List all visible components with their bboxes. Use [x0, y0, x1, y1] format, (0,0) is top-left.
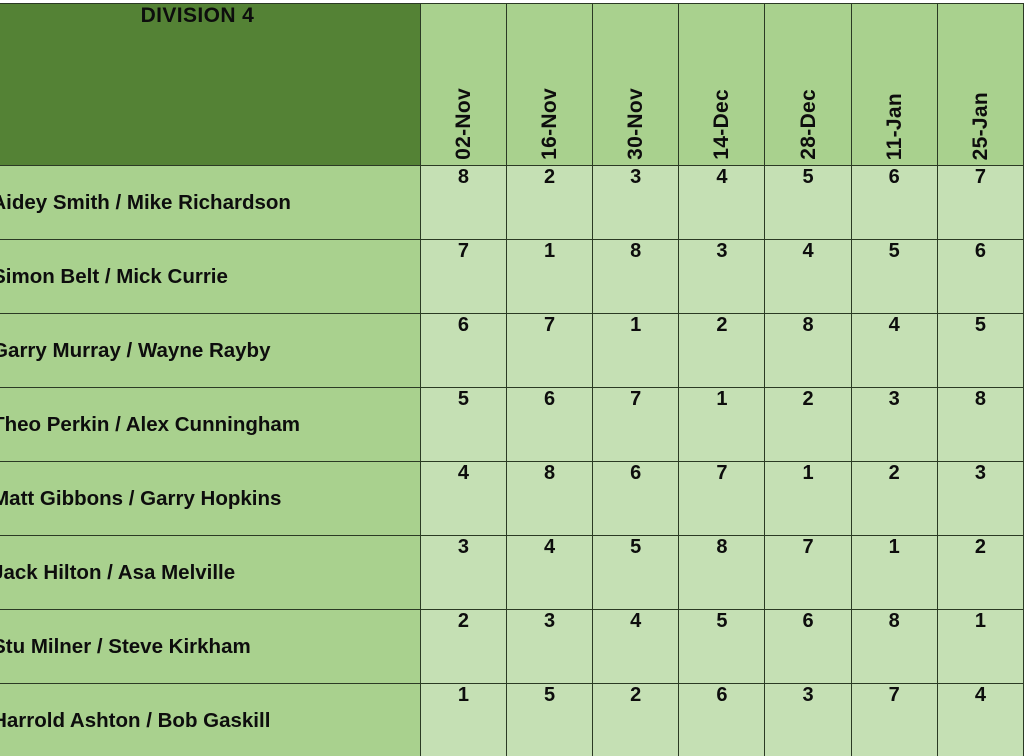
score-cell[interactable]: 8	[505, 461, 594, 536]
score-cell[interactable]: 7	[936, 165, 1024, 240]
round-header-label: 16-Nov	[538, 88, 562, 160]
score-cell[interactable]: 3	[505, 609, 594, 684]
score-cell[interactable]: 6	[764, 609, 852, 684]
score-cell[interactable]: 5	[850, 239, 938, 314]
team-name[interactable]: 1 Aidey Smith / Mike Richardson	[0, 165, 421, 240]
round-header-label: 11-Jan	[882, 92, 906, 160]
score-cell[interactable]: 2	[419, 609, 508, 684]
score-cell[interactable]: 8	[592, 239, 680, 314]
score-cell[interactable]: 8	[850, 609, 938, 684]
round-header-label: 30-Nov	[624, 88, 648, 160]
score-cell[interactable]: 3	[419, 535, 508, 610]
header-row: DIVISION 4 02-Nov 16-Nov 30-Nov 14-Dec 2…	[0, 3, 1024, 166]
team-name[interactable]: 5 Matt Gibbons / Garry Hopkins	[0, 461, 421, 536]
score-cell[interactable]: 4	[505, 535, 594, 610]
table-row[interactable]: 2 Simon Belt / Mick Currie 7 1 8 3 4 5 6	[0, 239, 1024, 314]
score-cell[interactable]: 4	[419, 461, 508, 536]
score-cell[interactable]: 7	[850, 683, 938, 756]
table-row[interactable]: 5 Matt Gibbons / Garry Hopkins 4 8 6 7 1…	[0, 461, 1024, 536]
team-name[interactable]: 4 Theo Perkin / Alex Cunningham	[0, 387, 421, 462]
score-cell[interactable]: 7	[764, 535, 852, 610]
table-head: DIVISION 4 02-Nov 16-Nov 30-Nov 14-Dec 2…	[0, 3, 1024, 166]
division-4-results-table: DIVISION 4 02-Nov 16-Nov 30-Nov 14-Dec 2…	[0, 3, 1024, 756]
round-header-label: 25-Jan	[968, 91, 992, 160]
score-cell[interactable]: 1	[678, 387, 766, 462]
score-cell[interactable]: 2	[505, 165, 594, 240]
table-row[interactable]: 4 Theo Perkin / Alex Cunningham 5 6 7 1 …	[0, 387, 1024, 462]
score-cell[interactable]: 1	[850, 535, 938, 610]
score-cell[interactable]: 3	[764, 683, 852, 756]
round-header-7[interactable]: 25-Jan	[936, 3, 1024, 166]
score-cell[interactable]: 2	[592, 683, 680, 756]
table-row[interactable]: 1 Aidey Smith / Mike Richardson 8 2 3 4 …	[0, 165, 1024, 240]
score-cell[interactable]: 5	[592, 535, 680, 610]
table-row[interactable]: 8 Harrold Ashton / Bob Gaskill 1 5 2 6 3…	[0, 683, 1024, 756]
score-cell[interactable]: 3	[678, 239, 766, 314]
round-header-label: 28-Dec	[796, 89, 820, 160]
score-cell[interactable]: 4	[850, 313, 938, 388]
team-name[interactable]: 3 Garry Murray / Wayne Rayby	[0, 313, 421, 388]
score-cell[interactable]: 5	[419, 387, 508, 462]
score-cell[interactable]: 1	[764, 461, 852, 536]
score-cell[interactable]: 8	[678, 535, 766, 610]
score-cell[interactable]: 7	[419, 239, 508, 314]
score-cell[interactable]: 5	[936, 313, 1024, 388]
team-name[interactable]: 6 Jack Hilton / Asa Melville	[0, 535, 421, 610]
score-cell[interactable]: 2	[850, 461, 938, 536]
score-cell[interactable]: 3	[850, 387, 938, 462]
table-row[interactable]: 6 Jack Hilton / Asa Melville 3 4 5 8 7 1…	[0, 535, 1024, 610]
score-cell[interactable]: 5	[764, 165, 852, 240]
round-header-4[interactable]: 14-Dec	[678, 3, 766, 166]
table-row[interactable]: 3 Garry Murray / Wayne Rayby 6 7 1 2 8 4…	[0, 313, 1024, 388]
score-cell[interactable]: 5	[678, 609, 766, 684]
score-cell[interactable]: 4	[592, 609, 680, 684]
score-cell[interactable]: 2	[764, 387, 852, 462]
table-body: 1 Aidey Smith / Mike Richardson 8 2 3 4 …	[0, 165, 1024, 756]
score-cell[interactable]: 2	[936, 535, 1024, 610]
score-cell[interactable]: 1	[505, 239, 594, 314]
score-cell[interactable]: 7	[592, 387, 680, 462]
round-header-5[interactable]: 28-Dec	[764, 3, 852, 166]
round-header-label: 14-Dec	[710, 89, 734, 160]
round-header-2[interactable]: 16-Nov	[505, 3, 594, 166]
league-table-container: DIVISION 4 02-Nov 16-Nov 30-Nov 14-Dec 2…	[0, 3, 1024, 756]
score-cell[interactable]: 5	[505, 683, 594, 756]
score-cell[interactable]: 7	[678, 461, 766, 536]
round-header-3[interactable]: 30-Nov	[592, 3, 680, 166]
round-header-1[interactable]: 02-Nov	[419, 3, 508, 166]
round-header-6[interactable]: 11-Jan	[850, 3, 938, 166]
score-cell[interactable]: 6	[419, 313, 508, 388]
score-cell[interactable]: 6	[678, 683, 766, 756]
score-cell[interactable]: 6	[505, 387, 594, 462]
score-cell[interactable]: 2	[678, 313, 766, 388]
score-cell[interactable]: 3	[936, 461, 1024, 536]
division-title: DIVISION 4	[0, 3, 421, 166]
score-cell[interactable]: 8	[936, 387, 1024, 462]
team-name[interactable]: 7 Stu Milner / Steve Kirkham	[0, 609, 421, 684]
score-cell[interactable]: 1	[419, 683, 508, 756]
score-cell[interactable]: 7	[505, 313, 594, 388]
score-cell[interactable]: 6	[850, 165, 938, 240]
score-cell[interactable]: 4	[678, 165, 766, 240]
team-name[interactable]: 8 Harrold Ashton / Bob Gaskill	[0, 683, 421, 756]
team-name[interactable]: 2 Simon Belt / Mick Currie	[0, 239, 421, 314]
score-cell[interactable]: 4	[936, 683, 1024, 756]
score-cell[interactable]: 1	[936, 609, 1024, 684]
score-cell[interactable]: 6	[936, 239, 1024, 314]
score-cell[interactable]: 8	[419, 165, 508, 240]
score-cell[interactable]: 8	[764, 313, 852, 388]
score-cell[interactable]: 6	[592, 461, 680, 536]
score-cell[interactable]: 4	[764, 239, 852, 314]
table-row[interactable]: 7 Stu Milner / Steve Kirkham 2 3 4 5 6 8…	[0, 609, 1024, 684]
score-cell[interactable]: 1	[592, 313, 680, 388]
round-header-label: 02-Nov	[451, 88, 475, 160]
score-cell[interactable]: 3	[592, 165, 680, 240]
